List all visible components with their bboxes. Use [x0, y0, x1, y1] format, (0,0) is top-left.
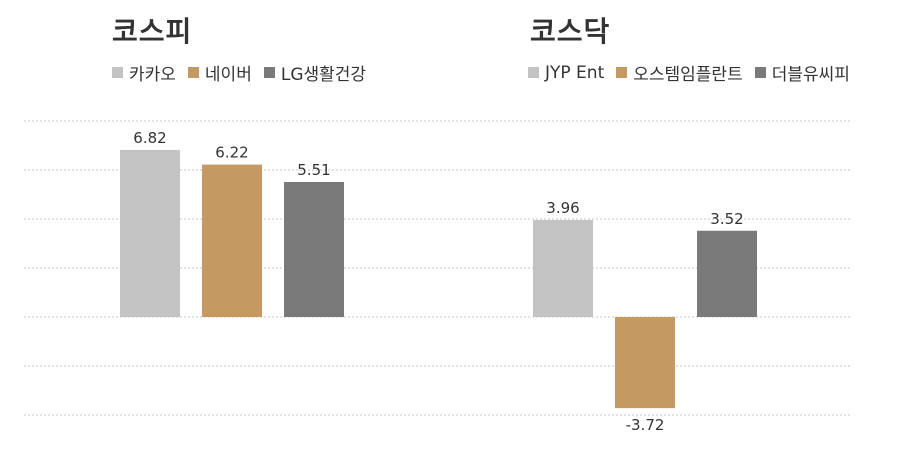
legend-swatch-lg [263, 67, 275, 78]
bar-1-2 [697, 230, 757, 317]
data-label-0-1: 6.22 [215, 144, 248, 162]
legend-swatch-osstem [616, 67, 628, 78]
legend-item-osstem: 오스템임플란트 [616, 60, 743, 85]
bar-1-1 [615, 317, 675, 409]
data-label-1-2: 3.52 [710, 210, 743, 228]
legend-label-wcp: 더블유씨피 [771, 65, 850, 85]
legend-item-kakao: 카카오 [112, 60, 176, 85]
data-label-0-2: 5.51 [297, 161, 330, 179]
kospi-legend: 카카오 네이버 LG생활건강 [112, 60, 378, 85]
legend-swatch-jyp [528, 67, 539, 78]
bar-0-0 [120, 149, 180, 317]
legend-swatch-kakao [112, 67, 123, 78]
kosdaq-title: 코스닥 [530, 15, 611, 48]
bar-1-0 [533, 219, 593, 317]
legend-label-osstem: 오스템임플란트 [633, 65, 743, 85]
data-label-0-0: 6.82 [133, 129, 166, 147]
kospi-title: 코스피 [112, 15, 193, 48]
legend-label-naver: 네이버 [204, 65, 252, 85]
legend-swatch-wcp [754, 67, 766, 78]
legend-item-wcp: 더블유씨피 [754, 60, 850, 85]
legend-item-naver: 네이버 [187, 60, 252, 85]
bar-0-2 [284, 182, 344, 317]
kosdaq-legend: JYP Ent 오스템임플란트 더블유씨피 [528, 60, 862, 85]
legend-item-lg: LG생활건강 [263, 60, 367, 85]
legend-label-jyp: JYP Ent [545, 62, 605, 83]
data-label-1-1: -3.72 [626, 416, 665, 434]
legend-item-jyp: JYP Ent [528, 63, 604, 83]
legend-label-kakao: 카카오 [129, 65, 176, 85]
bar-0-1 [202, 164, 262, 317]
legend-label-lg: LG생활건강 [280, 65, 367, 85]
data-label-1-0: 3.96 [546, 199, 579, 217]
legend-swatch-naver [187, 67, 199, 78]
